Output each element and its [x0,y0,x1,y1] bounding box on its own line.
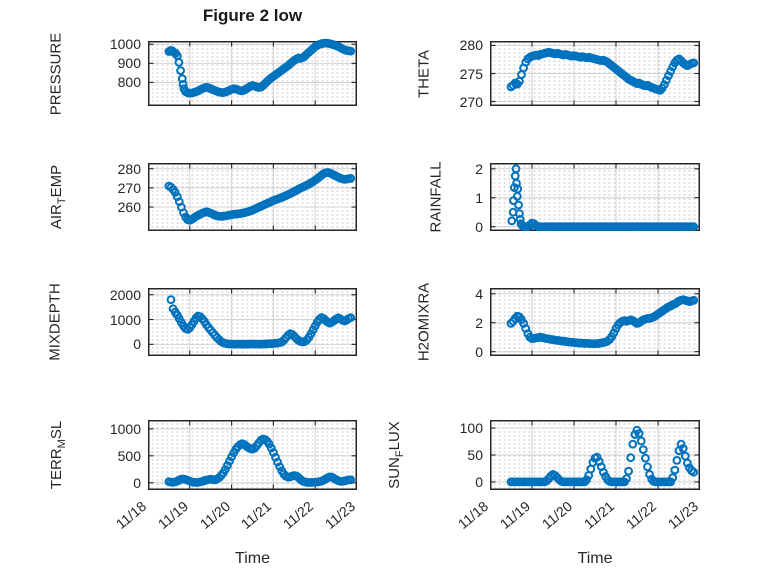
subplot-sun-flux: SUNFLUX 0 50 100 11/18 11/19 11/20 11/21 11/22 1… [386,420,701,532]
axes-box [490,288,700,356]
axes-box [148,163,357,231]
subplot-theta: THETA 270 275 280 [416,37,700,110]
data-points [506,47,699,95]
air-temp-scatter [148,163,357,231]
y-tick-label: 260 [117,199,141,216]
y-tick-label: 0 [475,218,483,235]
subplot-air-temp: AIRTEMP 260 270 280 [48,161,357,231]
subplot-mixdepth: MIXDEPTH 0 1000 2000 [47,283,357,361]
y-tick-label: 0 [133,336,141,353]
y-tick-label: 0 [133,474,141,491]
y-tick-label: 0 [475,473,483,490]
data-points [506,295,699,349]
mixdepth-scatter [148,288,357,356]
axis-tick-marks [490,288,700,356]
axis-tick-marks [148,41,357,106]
data-points [506,425,699,487]
data-points [166,295,356,349]
y-tick-label: 50 [467,447,483,463]
y-tick-label: 270 [459,93,483,110]
terr-msl-plot-area [148,420,357,490]
y-axis-label-mixdepth: MIXDEPTH [46,283,64,361]
data-points [507,164,699,232]
y-tick-label: 1000 [109,420,141,437]
axis-tick-marks [148,420,357,490]
subplot-pressure: PRESSURE 800 900 1000 [48,32,357,115]
y-tick-label: 900 [117,55,141,72]
y-tick-label: 275 [459,65,483,82]
sun-flux-plot-area [490,420,700,490]
y-tick-label: 100 [459,420,483,437]
terr-msl-scatter [148,420,357,490]
pressure-plot-area [148,38,357,106]
y-tick-label: 2 [475,314,483,331]
y-tick-label: 280 [117,160,141,177]
data-points [164,167,356,225]
theta-scatter [490,41,700,106]
h2omixra-scatter [490,288,700,356]
y-axis-label-terr-msl: TERRMSL [48,420,68,490]
axis-tick-marks [148,163,357,231]
data-points [164,434,356,487]
y-tick-label: 800 [117,74,141,91]
rainfall-scatter [490,163,700,232]
y-axis-label-pressure: PRESSURE [47,32,65,115]
sun-flux-scatter [490,420,700,490]
rainfall-plot-area [490,163,700,232]
y-tick-label: 1 [475,189,483,206]
y-tick-label: 270 [117,179,141,196]
subplot-terr-msl: TERRMSL 0 500 1000 11/18 11/19 11/20 11/21 11/2… [48,420,358,532]
y-tick-label: 2000 [109,286,141,303]
y-axis-label-air-temp: AIRTEMP [48,164,68,230]
data-points [164,38,356,98]
x-axis-label-right: Time [577,550,613,567]
y-axis-label-sun-flux: SUNFLUX [386,421,406,489]
mixdepth-plot-area [148,288,357,356]
air-temp-plot-area [148,163,357,231]
subplot-h2omixra: H2OMIXRA 0 2 4 [416,283,700,361]
y-tick-label: 4 [475,285,483,302]
x-axis-label-left: Time [235,550,270,567]
axes-box [148,420,357,490]
figure-title: Figure 2 low [202,6,303,25]
y-tick-label: 0 [475,343,483,360]
axes-box [148,288,357,356]
h2omixra-plot-area [490,288,700,356]
y-tick-label: 2 [475,160,483,177]
y-tick-label: 280 [459,37,483,54]
y-axis-label-h2omixra: H2OMIXRA [415,282,433,362]
y-tick-label: 1000 [109,36,141,53]
y-axis-label-theta: THETA [415,49,433,98]
axes-box [148,41,357,106]
theta-plot-area [490,41,700,106]
axis-tick-marks [490,41,700,106]
pressure-scatter [148,38,357,106]
y-tick-label: 1000 [109,311,141,328]
axis-tick-marks [148,288,357,356]
y-tick-label: 500 [117,447,141,464]
